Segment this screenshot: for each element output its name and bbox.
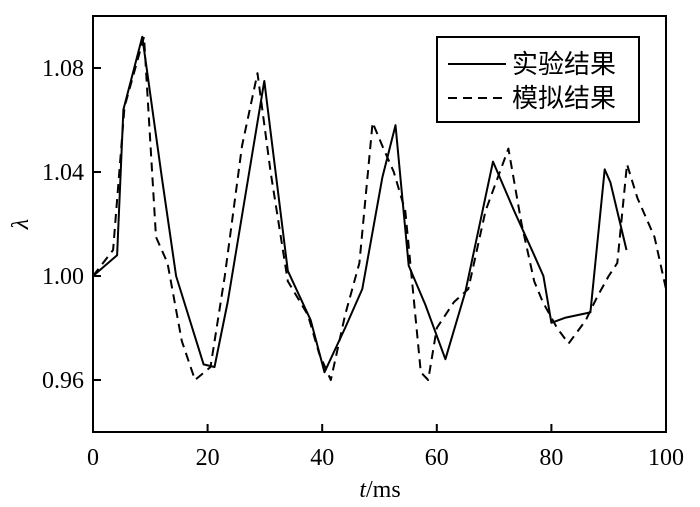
legend-label-experimental: 实验结果	[512, 50, 616, 80]
axis-ticks: 0 20 40 60 80 100 0.96 1.00 1.04 1.08	[42, 56, 684, 471]
x-tick-label: 20	[196, 445, 220, 471]
legend: 实验结果 模拟结果	[436, 36, 640, 123]
simulated-result-line	[92, 35, 667, 381]
legend-box	[436, 36, 640, 123]
x-tick-label: 40	[310, 445, 334, 471]
x-tick-label: 100	[648, 445, 684, 471]
legend-label-simulated: 模拟结果	[512, 84, 616, 114]
x-tick-label: 0	[87, 445, 99, 471]
x-tick-label: 80	[539, 445, 563, 471]
experimental-result-line	[92, 35, 628, 374]
y-axis-label: λ	[8, 219, 34, 230]
x-tick-label: 60	[425, 445, 449, 471]
x-axis-label-variable: t	[359, 477, 367, 503]
y-tick-label: 1.08	[42, 56, 84, 82]
x-axis-label: t/ms	[359, 477, 400, 503]
plot-frame	[92, 15, 667, 433]
y-tick-label: 0.96	[42, 368, 84, 394]
x-axis-label-unit: /ms	[366, 477, 401, 503]
y-tick-label: 1.04	[42, 160, 84, 186]
y-tick-label: 1.00	[42, 264, 84, 290]
series-layer	[92, 35, 667, 381]
